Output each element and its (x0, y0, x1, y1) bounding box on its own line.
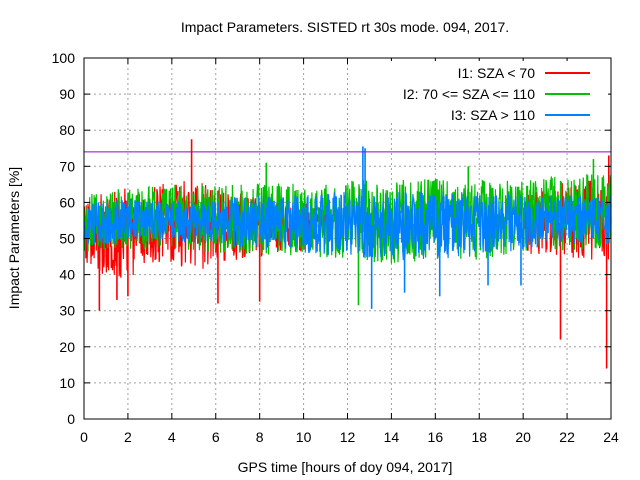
x-tick-label: 20 (515, 429, 531, 445)
y-tick-label: 20 (59, 339, 75, 355)
data-series (83, 139, 612, 369)
series-trace (83, 191, 612, 261)
y-axis-label: Impact Parameters [%] (6, 167, 22, 309)
x-tick-label: 0 (80, 429, 88, 445)
y-tick-label: 60 (59, 194, 75, 210)
chart-title: Impact Parameters. SISTED rt 30s mode. 0… (181, 19, 509, 35)
y-tick-label: 10 (59, 375, 75, 391)
x-tick-label: 8 (256, 429, 264, 445)
x-tick-label: 18 (471, 429, 487, 445)
x-tick-label: 24 (603, 429, 619, 445)
series-3 (83, 146, 612, 309)
y-tick-label: 70 (59, 158, 75, 174)
x-tick-label: 10 (296, 429, 312, 445)
y-tick-label: 90 (59, 86, 75, 102)
legend-background (368, 61, 608, 121)
x-tick-label: 2 (124, 429, 132, 445)
x-tick-label: 22 (559, 429, 575, 445)
y-tick-label: 80 (59, 122, 75, 138)
y-tick-label: 0 (67, 411, 75, 427)
legend-entry-label: I1: SZA < 70 (458, 65, 536, 81)
x-axis-label: GPS time [hours of doy 094, 2017] (238, 459, 453, 475)
y-tick-label: 30 (59, 303, 75, 319)
y-tick-label: 50 (59, 231, 75, 247)
axes: 0 2 4 6 8 10 12 14 16 18 20 22 240102030405060708090… (52, 50, 619, 445)
x-tick-label: 14 (384, 429, 400, 445)
y-tick-label: 100 (52, 50, 76, 66)
x-tick-label: 4 (168, 429, 176, 445)
legend-entry-label: I3: SZA > 110 (451, 107, 535, 123)
legend-entry-label: I2: 70 <= SZA <= 110 (403, 86, 535, 102)
x-tick-label: 16 (428, 429, 444, 445)
x-tick-label: 12 (340, 429, 356, 445)
y-tick-label: 40 (59, 267, 75, 283)
x-tick-label: 6 (212, 429, 220, 445)
legend: I1: SZA < 70 I2: 70 <= SZA <= 110 I3: SZA … (368, 61, 608, 123)
